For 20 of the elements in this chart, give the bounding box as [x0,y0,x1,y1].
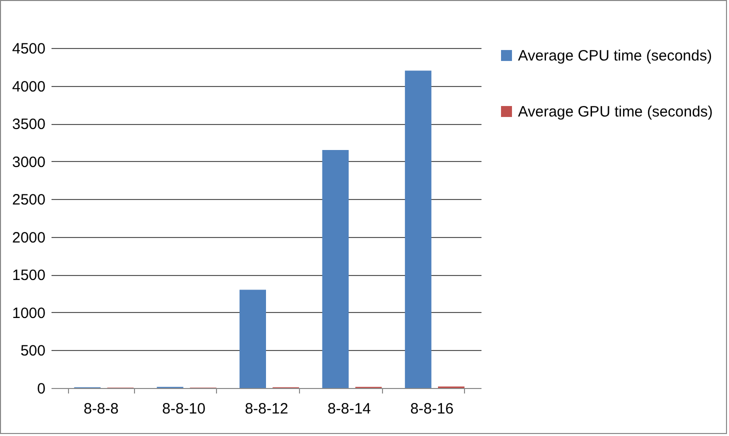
bar [240,290,266,388]
legend-label: Average CPU time (seconds) [518,48,712,64]
y-tick-label: 3000 [12,154,46,171]
bar [404,70,432,388]
x-tick-label: 8-8-16 [410,400,454,418]
x-tick-label: 8-8-12 [244,400,288,418]
x-tick-label: 8-8-14 [328,400,371,418]
x-tick-label: 8-8-10 [162,400,206,418]
y-tick-label: 1500 [12,267,46,284]
y-tick-label: 2500 [12,192,46,209]
y-tick-label: 1000 [12,304,46,322]
bar [322,150,349,388]
y-tick-label: 2000 [12,229,46,246]
y-tick-label: 500 [20,342,46,360]
y-tick-label: 4500 [12,40,46,58]
x-tick-label: 8-8-8 [84,400,119,418]
y-tick-label: 0 [37,380,46,398]
y-tick-label: 3500 [12,116,46,134]
legend-label: Average GPU time (seconds) [518,104,713,120]
y-tick-label: 4000 [12,78,46,96]
